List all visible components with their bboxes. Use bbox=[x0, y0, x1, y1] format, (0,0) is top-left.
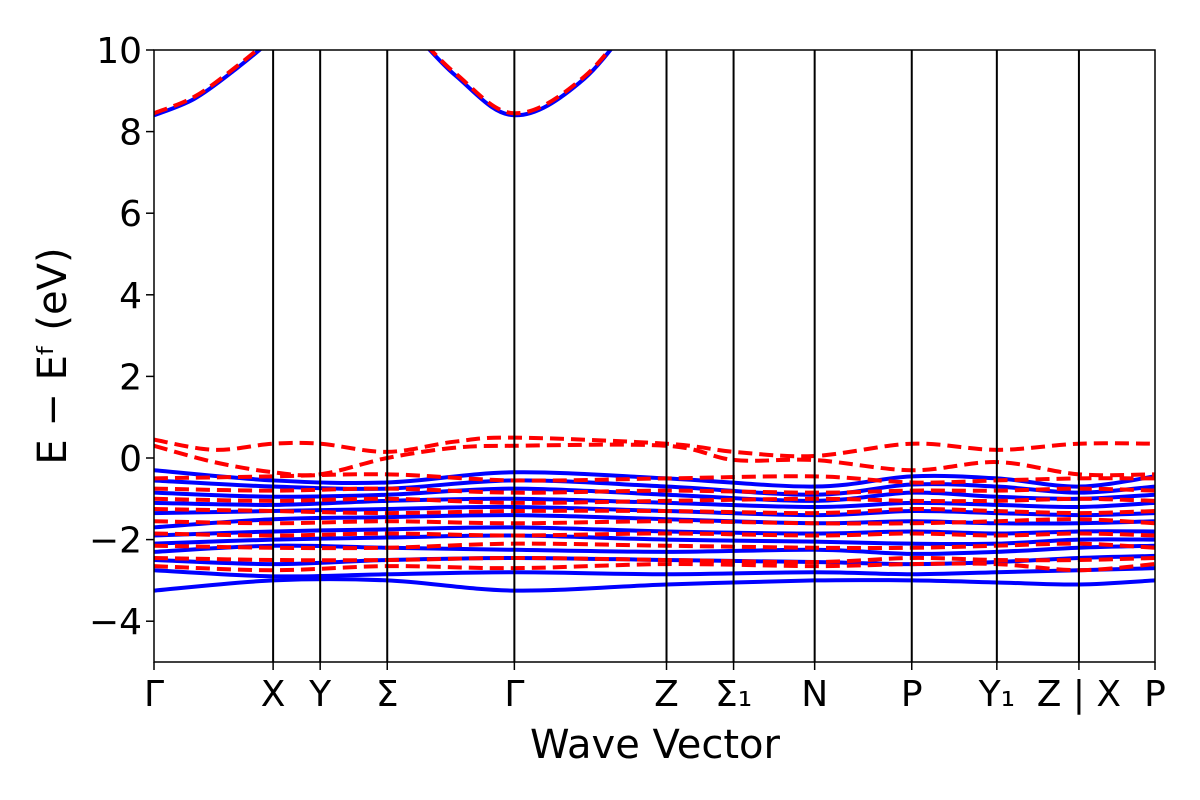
x-tick-label: X bbox=[261, 674, 286, 715]
y-axis: −4 −2 0 2 4 6 8 10 bbox=[89, 31, 154, 643]
dashed-band-line-5 bbox=[154, 496, 1155, 505]
y-tick-label: 10 bbox=[96, 31, 142, 72]
x-tick-label: Y₁ bbox=[978, 674, 1015, 715]
x-axis: Γ X Y Σ Γ Z Σ₁ N P Y₁ Z | X P bbox=[144, 662, 1166, 715]
dashed-band-line-3 bbox=[154, 472, 1155, 485]
solid-band-line-0 bbox=[154, 50, 613, 118]
band-lines-layer bbox=[154, 50, 1155, 593]
solid-band-line-6 bbox=[154, 513, 1155, 530]
dashed-band-line-0 bbox=[154, 50, 612, 116]
dashed-band-line-4 bbox=[154, 486, 1155, 495]
x-tick-label: Σ bbox=[376, 674, 399, 715]
y-tick-label: −4 bbox=[89, 602, 142, 643]
dashed-band-line-7 bbox=[154, 517, 1155, 526]
y-tick-label: 2 bbox=[119, 357, 142, 398]
x-tick-label: N bbox=[801, 674, 828, 715]
dashed-band-line-2 bbox=[154, 442, 1155, 478]
y-axis-title: E − Eᶠ (eV) bbox=[30, 247, 76, 464]
dashed-band-line-9 bbox=[154, 541, 1155, 551]
x-tick-label: Γ bbox=[144, 674, 164, 715]
dashed-band-line-11 bbox=[154, 561, 1155, 573]
x-tick-label: Γ bbox=[504, 674, 524, 715]
x-tick-label: P bbox=[1144, 674, 1166, 715]
y-tick-label: −2 bbox=[89, 521, 142, 562]
x-tick-label: Y bbox=[308, 674, 332, 715]
plot-frame bbox=[153, 49, 1156, 663]
series-spin-down bbox=[154, 50, 1155, 573]
dashed-band-line-10 bbox=[154, 555, 1155, 565]
x-tick-label: P bbox=[901, 674, 923, 715]
solid-band-line-8 bbox=[154, 533, 1155, 547]
solid-band-line-4 bbox=[154, 496, 1155, 510]
solid-band-line-12 bbox=[154, 577, 1155, 593]
kpoint-separator-layer bbox=[272, 50, 1080, 662]
x-tick-label: Z | X bbox=[1037, 674, 1121, 715]
y-tick-label: 4 bbox=[119, 276, 142, 317]
x-tick-label: Z bbox=[654, 674, 679, 715]
dashed-band-line-1 bbox=[154, 435, 1155, 459]
x-tick-label: Σ₁ bbox=[715, 674, 752, 715]
solid-band-line-3 bbox=[154, 486, 1155, 503]
solid-band-line-11 bbox=[154, 566, 1155, 579]
x-axis-title: Wave Vector bbox=[530, 722, 781, 768]
dashed-band-line-6 bbox=[154, 506, 1155, 516]
dashed-band-line-8 bbox=[154, 531, 1155, 538]
y-tick-label: 8 bbox=[119, 113, 142, 154]
y-tick-label: 0 bbox=[119, 439, 142, 480]
y-tick-label: 6 bbox=[119, 194, 142, 235]
solid-band-line-5 bbox=[154, 504, 1155, 518]
